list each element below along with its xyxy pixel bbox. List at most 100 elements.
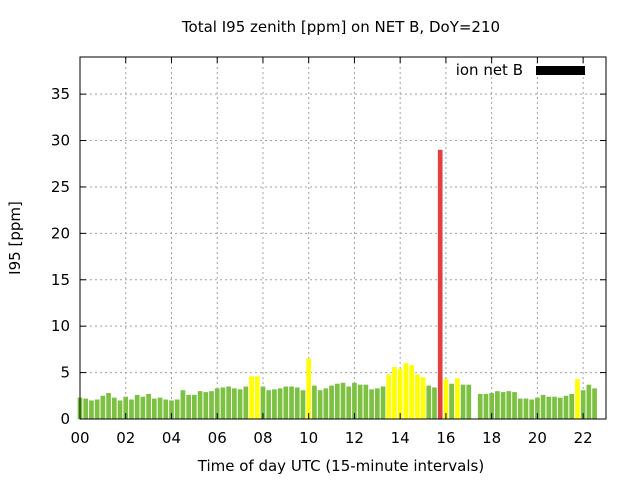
y-tick-label: 25 [51,178,70,196]
bar [174,399,180,419]
bar [129,399,134,419]
bar [312,385,317,419]
bar [483,393,489,419]
bar [512,392,517,419]
bar [151,398,157,419]
x-tick-label: 08 [253,429,272,447]
bar [386,374,392,419]
bar [363,384,369,419]
bar [237,389,243,419]
bar [466,384,472,419]
bar [477,393,483,419]
bar [580,390,586,419]
bar [243,386,249,419]
x-tick-label: 22 [574,429,593,447]
x-tick-label: 00 [70,429,89,447]
x-tick-label: 20 [528,429,547,447]
bar [283,386,289,419]
bar [500,392,506,419]
ticks: 00 02 04 06 08 10 12 14 16 18 20 22 0 5 10 15 20 25 30 35 [51,57,606,447]
bar [449,383,454,419]
bar [169,400,174,419]
bar [420,377,426,419]
y-tick-label: 20 [51,224,70,242]
x-tick-label: 04 [162,429,181,447]
bar [357,384,363,419]
x-axis-title: Time of day UTC (15-minute intervals) [197,457,484,475]
bar [546,396,552,419]
bar [495,391,500,419]
bar [300,390,306,419]
bar [540,394,546,419]
bar [306,358,312,419]
bar [117,400,123,419]
bar [437,149,443,419]
bar [106,393,111,419]
legend-label: ion net B [456,61,523,79]
y-tick-label: 5 [60,364,70,382]
bar [89,400,94,419]
bar [460,384,466,419]
bar [569,393,575,419]
bar [157,397,163,419]
bar [163,399,169,419]
bar [209,391,214,419]
bar [140,396,146,419]
bar [146,393,151,419]
bar [100,395,106,419]
bar [346,386,352,419]
bar [83,398,89,419]
bar [94,399,100,419]
bar [506,391,512,419]
bar [443,379,449,419]
bar [489,393,494,419]
y-tick-label: 0 [60,410,70,428]
bar [392,367,397,419]
bar [397,368,403,419]
bar [369,389,374,419]
plot-frame [79,56,607,420]
bar [317,390,323,419]
bar [334,383,340,419]
bar [180,390,186,419]
y-tick-label: 35 [51,85,70,103]
bar [426,385,432,419]
bar [266,390,272,419]
bar [432,387,437,419]
bar [249,376,254,419]
x-tick-label: 12 [345,429,364,447]
bar [289,386,294,419]
bar [111,397,117,419]
x-tick-label: 14 [391,429,410,447]
chart-title: Total I95 zenith [ppm] on NET B, DoY=210 [181,18,500,36]
bar [134,394,140,419]
bar [586,384,592,419]
bar [277,388,283,419]
bar [220,387,226,419]
bars [77,149,597,419]
bar [414,374,420,419]
bar [254,376,260,419]
bar [197,391,203,419]
y-tick-label: 30 [51,132,70,150]
legend-swatch [536,66,585,75]
bar [214,388,220,419]
y-axis-title: I95 [ppm] [6,201,24,275]
bar [592,388,597,419]
bar [352,382,357,419]
bar [340,382,346,419]
x-tick-label: 02 [116,429,135,447]
bar [535,397,540,419]
bar [123,396,129,419]
bar [186,394,191,419]
bar [517,398,523,419]
bar [552,396,557,419]
bar [557,397,563,419]
bar [294,387,300,419]
bar [192,394,197,419]
bar [329,385,334,419]
x-tick-label: 16 [436,429,455,447]
bar [203,392,209,419]
bar [563,395,569,419]
